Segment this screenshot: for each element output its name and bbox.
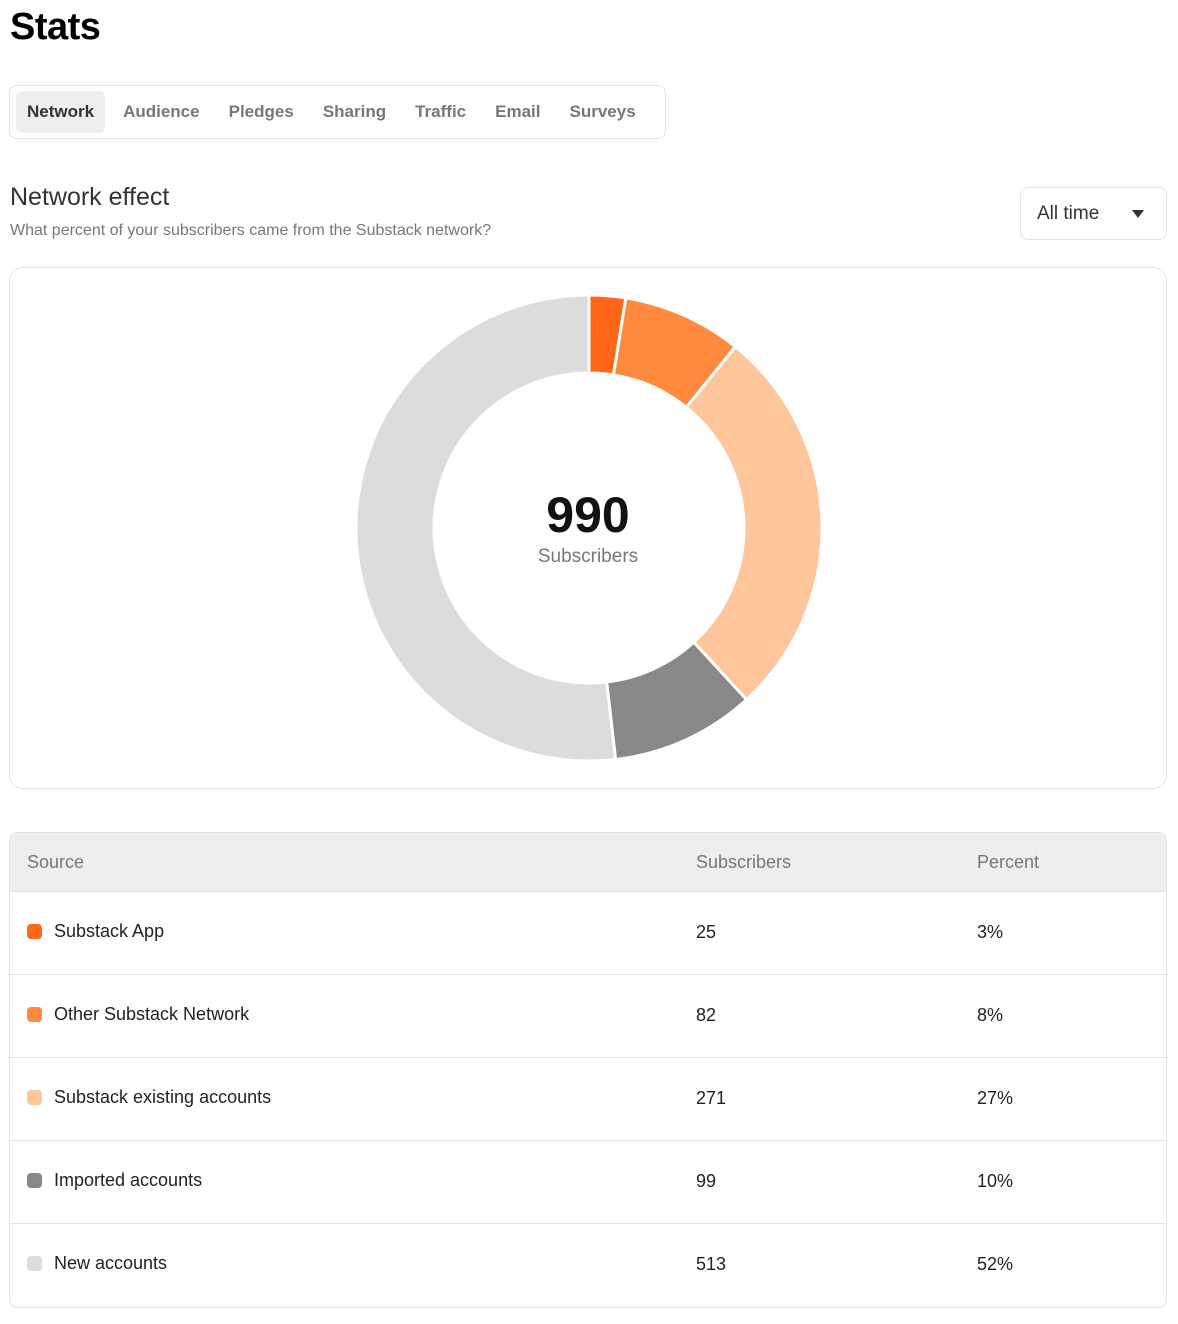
tab-pledges[interactable]: Pledges <box>228 102 294 121</box>
table-row: New accounts 513 52% <box>10 1224 1166 1307</box>
row-source: New accounts <box>54 1253 168 1273</box>
row-percent: 8% <box>977 1005 1004 1025</box>
legend-swatch <box>27 1090 42 1105</box>
row-subscribers: 513 <box>696 1254 727 1274</box>
legend-swatch <box>27 1173 42 1188</box>
row-subscribers: 271 <box>696 1088 727 1108</box>
header-source: Source <box>27 852 85 872</box>
section-subtitle: What percent of your subscribers came fr… <box>10 222 492 239</box>
table-row: Substack App 25 3% <box>10 892 1166 975</box>
tab-traffic[interactable]: Traffic <box>415 102 467 121</box>
legend-swatch <box>27 924 42 939</box>
time-range-value: All time <box>1037 202 1100 224</box>
donut-slice[interactable] <box>354 293 618 763</box>
row-percent: 10% <box>977 1171 1014 1191</box>
row-source: Imported accounts <box>54 1170 203 1190</box>
total-subscribers-label: Subscribers <box>537 546 639 567</box>
table-body: Substack App 25 3% Other Substack Network 82… <box>10 892 1166 1307</box>
total-subscribers-value: 990 <box>546 487 630 543</box>
donut-slice[interactable] <box>684 344 824 702</box>
tab-email[interactable]: Email <box>495 102 541 121</box>
row-source: Substack existing accounts <box>54 1087 272 1107</box>
caret-down-icon <box>1132 209 1144 218</box>
table-row: Other Substack Network 82 8% <box>10 975 1166 1058</box>
legend-swatch <box>27 1256 42 1271</box>
stats-tabs: Network Audience Pledges Sharing Traffic… <box>9 85 666 139</box>
tab-sharing[interactable]: Sharing <box>322 102 387 121</box>
section-title: Network effect <box>10 183 170 211</box>
legend-swatch <box>27 1007 42 1022</box>
sources-table: Source Subscribers Percent Substack App 2… <box>9 832 1167 1308</box>
tab-surveys[interactable]: Surveys <box>569 102 636 121</box>
header-percent: Percent <box>977 852 1040 872</box>
row-source: Other Substack Network <box>54 1004 250 1024</box>
tab-audience[interactable]: Audience <box>123 102 200 121</box>
row-subscribers: 82 <box>696 1005 717 1025</box>
table-row: Imported accounts 99 10% <box>10 1141 1166 1224</box>
row-percent: 52% <box>977 1254 1014 1274</box>
row-source: Substack App <box>54 921 165 941</box>
table-header: Source Subscribers Percent <box>10 833 1166 892</box>
table-row: Substack existing accounts 271 27% <box>10 1058 1166 1141</box>
tab-network[interactable]: Network <box>16 91 106 133</box>
header-subscribers: Subscribers <box>696 852 792 872</box>
page-title: Stats <box>10 6 101 48</box>
donut-chart <box>354 293 824 763</box>
row-subscribers: 25 <box>696 922 717 942</box>
row-subscribers: 99 <box>696 1171 717 1191</box>
donut-chart-card: 990 Subscribers <box>9 267 1167 789</box>
row-percent: 27% <box>977 1088 1014 1108</box>
time-range-dropdown[interactable]: All time <box>1020 187 1167 240</box>
row-percent: 3% <box>977 922 1004 942</box>
